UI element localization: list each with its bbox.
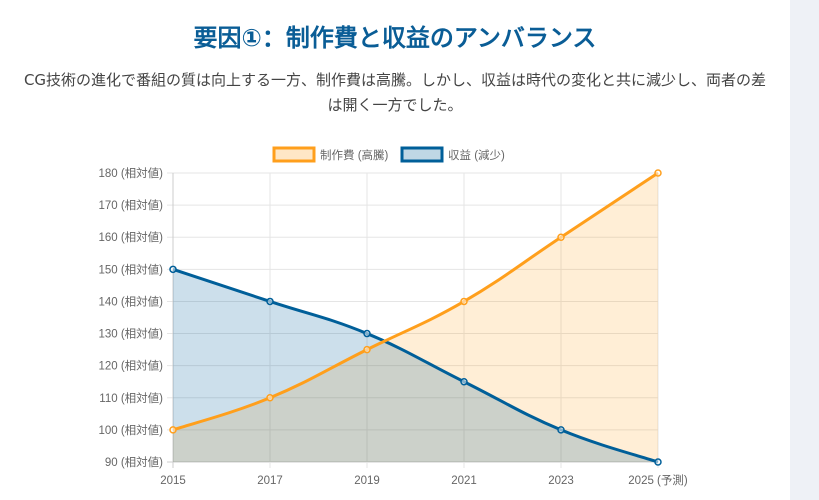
- data-point: [363, 329, 371, 338]
- legend-label: 制作費 (高騰): [320, 148, 389, 162]
- data-point: [557, 426, 565, 434]
- y-tick-label: 160 (相対値): [98, 230, 163, 244]
- data-point: [169, 426, 177, 434]
- data-point: [654, 458, 662, 466]
- y-tick-label: 100 (相対値): [98, 423, 163, 437]
- x-tick-label: 2015: [160, 475, 186, 487]
- x-tick-label: 2023: [548, 475, 574, 487]
- description: CG技術の進化で番組の質は向上する一方、制作費は高騰。しかし、収益は時代の変化と…: [23, 71, 767, 114]
- series-line-1: [172, 267, 659, 464]
- data-point: [266, 394, 274, 402]
- data-point: [460, 297, 468, 306]
- x-tick-label: 2025 (予測): [628, 473, 688, 487]
- x-tick-label: 2019: [354, 475, 380, 487]
- y-tick-label: 130 (相対値): [98, 327, 163, 341]
- legend-swatch: [400, 146, 444, 163]
- y-tick-label: 110 (相対値): [99, 391, 163, 405]
- legend-label: 収益 (減少): [448, 148, 505, 162]
- page-title: 要因①：制作費と収益のアンバランス: [193, 24, 597, 52]
- data-point: [654, 169, 662, 177]
- y-tick-label: 180 (相対値): [98, 166, 163, 180]
- data-point: [169, 265, 177, 274]
- series-area-1: [173, 269, 658, 462]
- data-point: [363, 345, 371, 354]
- x-tick-label: 2017: [257, 475, 283, 487]
- line-chart: 90 (相対値) 100 (相対値) 110 (相対値) 120 (相対値) 130 (…: [98, 146, 688, 487]
- y-tick-label: 140 (相対値): [98, 294, 163, 308]
- data-point: [266, 297, 274, 306]
- y-tick-label: 90 (相対値): [105, 455, 163, 469]
- series-line-0: [172, 171, 659, 432]
- series-area-0: [173, 173, 658, 462]
- y-tick-label: 150 (相対値): [98, 262, 163, 276]
- y-tick-label: 120 (相対値): [98, 359, 163, 373]
- y-tick-label: 170 (相対値): [98, 198, 163, 212]
- data-point: [460, 377, 468, 386]
- legend-swatch: [272, 146, 316, 163]
- data-point: [557, 233, 565, 241]
- side-panel: [790, 0, 819, 500]
- x-tick-label: 2021: [451, 475, 477, 487]
